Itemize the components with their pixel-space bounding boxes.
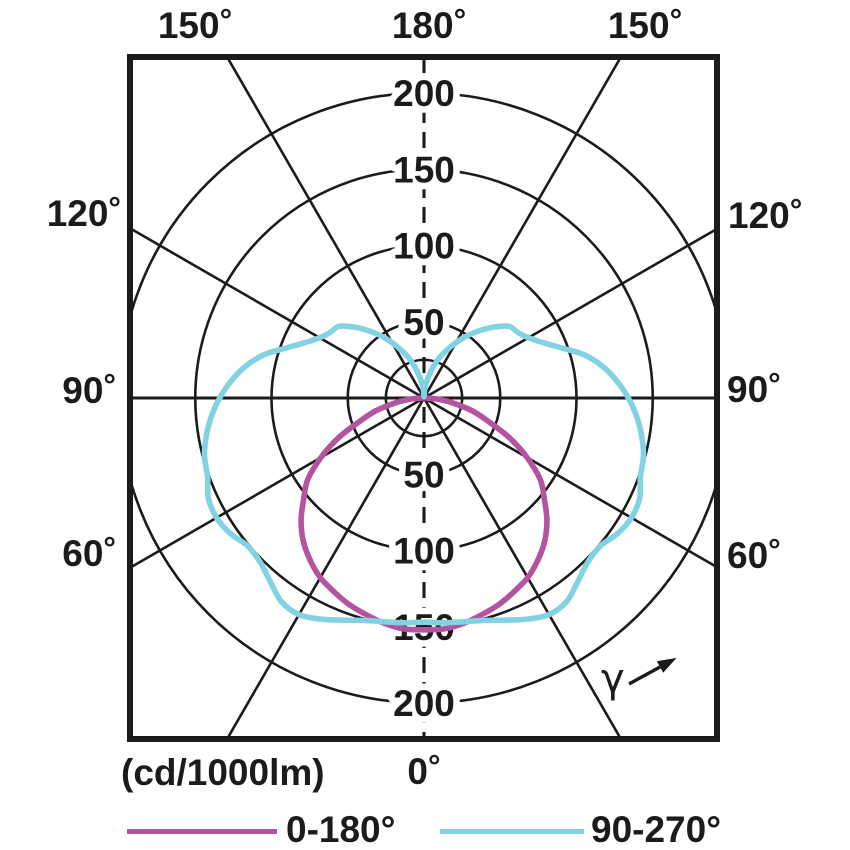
angle-label-left-mid: 90° <box>62 368 116 411</box>
radial-tick-label-200: 200 <box>393 683 455 724</box>
angle-label-right-mid: 90° <box>727 367 781 410</box>
angle-label-top-left: 150° <box>158 3 232 46</box>
gamma-direction-indicator: γ <box>601 656 677 702</box>
angle-label-left-upper: 120° <box>47 191 121 234</box>
legend-swatch-0-180 <box>127 829 277 834</box>
legend-label-90-270: 90-270° <box>591 809 722 850</box>
angle-label-top-right: 150° <box>608 3 682 46</box>
radial-tick-label-50: 50 <box>403 454 444 495</box>
gamma-arrow-shaft <box>628 665 661 686</box>
curves <box>201 323 647 633</box>
radial-tick-label-200: 200 <box>393 73 455 114</box>
curve-90-270 <box>201 323 647 626</box>
angle-label-right-upper: 120° <box>728 193 802 236</box>
angle-label-bottom-center: 0° <box>407 749 440 792</box>
legend-swatch-90-270 <box>440 829 584 834</box>
radial-tick-label-100: 100 <box>393 531 455 572</box>
gamma-label: γ <box>601 656 625 702</box>
radial-tick-label-50: 50 <box>403 302 444 343</box>
angle-labels: 150° 180° 150° 120° 90° 60° 120° 90° 60° 0° <box>47 3 803 792</box>
angle-label-top-center: 180° <box>392 3 466 46</box>
radial-tick-label-100: 100 <box>393 226 455 267</box>
legend-label-0-180: 0-180° <box>286 809 396 850</box>
plot-frame <box>127 54 720 742</box>
gamma-arrow-icon <box>656 657 677 673</box>
angle-label-left-lower: 60° <box>62 531 116 574</box>
units-label: (cd/1000lm) <box>121 752 325 793</box>
angle-label-right-lower: 60° <box>727 533 781 576</box>
curve-0-180 <box>298 395 550 633</box>
radial-tick-label-150: 150 <box>393 149 455 190</box>
